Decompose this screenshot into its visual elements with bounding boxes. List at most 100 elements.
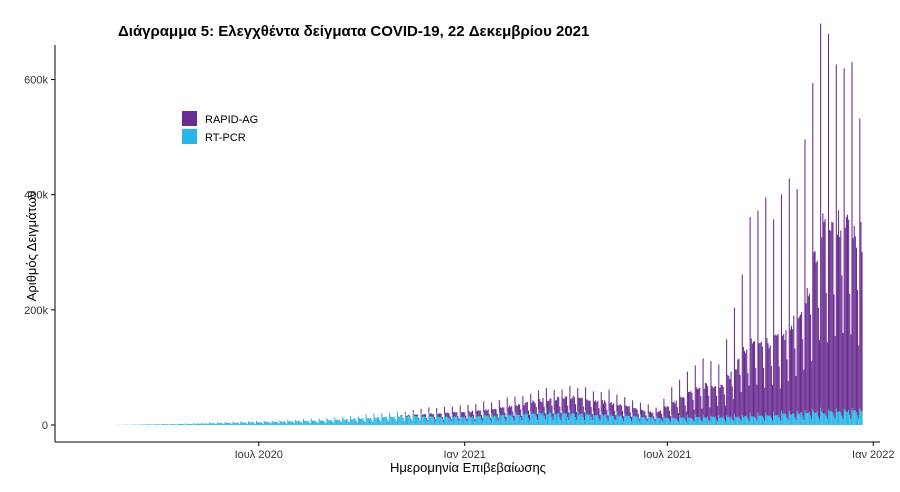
bar-rapid-ag (610, 403, 611, 416)
bar-rapid-ag (626, 406, 627, 415)
bar-rt-pcr (780, 421, 781, 425)
bar-rt-pcr (557, 413, 558, 425)
bar-rt-pcr (826, 416, 827, 425)
bar-rapid-ag (710, 361, 711, 416)
bar-rapid-ag (855, 236, 856, 410)
bar-rt-pcr (195, 424, 196, 425)
bar-rapid-ag (703, 358, 704, 414)
bar-rt-pcr (329, 420, 330, 425)
bar-rapid-ag (501, 408, 502, 416)
bar-rt-pcr (393, 417, 394, 425)
bar-rt-pcr (384, 417, 385, 425)
bar-rapid-ag (466, 419, 467, 422)
bar-rt-pcr (147, 424, 148, 425)
bar-rt-pcr (860, 411, 861, 425)
bar-rt-pcr (408, 416, 409, 425)
bar-rt-pcr (279, 420, 280, 425)
bar-rapid-ag (547, 401, 548, 414)
bar-rapid-ag (420, 409, 421, 413)
bar-rt-pcr (844, 409, 845, 425)
bar-rt-pcr (315, 421, 316, 425)
bar-rt-pcr (593, 411, 594, 425)
bar-rt-pcr (726, 415, 727, 425)
bar-rt-pcr (862, 411, 863, 425)
bar-rt-pcr (813, 412, 814, 425)
bar-rapid-ag (462, 412, 463, 417)
bar-rt-pcr (582, 413, 583, 425)
bar-rapid-ag (807, 288, 808, 413)
bar-rt-pcr (624, 413, 625, 425)
bar-rt-pcr (481, 419, 482, 425)
bar-rt-pcr (772, 420, 773, 425)
bar-rapid-ag (532, 400, 533, 413)
bar-rapid-ag (691, 393, 692, 419)
bar-rt-pcr (845, 410, 846, 425)
bar-rt-pcr (420, 413, 421, 425)
bar-rapid-ag (407, 416, 408, 417)
bar-rapid-ag (480, 411, 481, 416)
bar-rt-pcr (281, 422, 282, 425)
bar-rapid-ag (848, 220, 849, 411)
bar-rapid-ag (707, 386, 708, 417)
bar-rt-pcr (639, 422, 640, 425)
bar-rt-pcr (659, 418, 660, 425)
bar-rt-pcr (190, 424, 191, 425)
bar-rapid-ag (431, 413, 432, 416)
bar-rt-pcr (613, 416, 614, 425)
bar-rt-pcr (559, 417, 560, 425)
bar-rt-pcr (344, 420, 345, 425)
bar-rapid-ag (791, 326, 792, 415)
bar-rt-pcr (794, 417, 795, 425)
bar-rt-pcr (377, 417, 378, 425)
bar-rt-pcr (701, 422, 702, 425)
bar-rt-pcr (513, 420, 514, 425)
bar-rt-pcr (199, 424, 200, 425)
bar-rt-pcr (210, 423, 211, 425)
bar-rapid-ag (850, 335, 851, 419)
bar-rt-pcr (548, 414, 549, 425)
bar-rt-pcr (324, 422, 325, 425)
bar-rt-pcr (295, 420, 296, 425)
bar-rapid-ag (715, 386, 716, 417)
bar-rt-pcr (338, 420, 339, 425)
bar-rt-pcr (370, 418, 371, 425)
bar-rapid-ag (667, 406, 668, 418)
bar-rapid-ag (700, 396, 701, 420)
bar-rt-pcr (621, 416, 622, 425)
bar-rapid-ag (838, 210, 839, 411)
bar-rapid-ag (793, 316, 794, 414)
bar-rapid-ag (612, 405, 613, 416)
bar-rt-pcr (305, 421, 306, 425)
bar-rapid-ag (654, 419, 655, 421)
bar-rapid-ag (518, 404, 519, 415)
bar-rt-pcr (585, 410, 586, 425)
bar-rt-pcr (425, 417, 426, 425)
bar-rt-pcr (415, 416, 416, 425)
bar-rt-pcr (436, 413, 437, 425)
bar-rapid-ag (622, 411, 623, 418)
bar-rt-pcr (333, 423, 334, 425)
bar-rapid-ag (563, 398, 564, 414)
bar-rapid-ag (489, 414, 490, 418)
bar-rapid-ag (632, 400, 633, 412)
bar-rt-pcr (614, 419, 615, 425)
bar-rapid-ag (457, 416, 458, 419)
bar-rt-pcr (235, 423, 236, 425)
bar-rt-pcr (598, 418, 599, 425)
bar-rapid-ag (770, 345, 771, 415)
bar-rapid-ag (475, 404, 476, 414)
bar-rt-pcr (215, 424, 216, 425)
bar-rt-pcr (326, 418, 327, 425)
bar-rapid-ag (728, 376, 729, 417)
bar-rt-pcr (146, 424, 147, 425)
bar-rapid-ag (592, 414, 593, 420)
bar-rapid-ag (818, 308, 819, 417)
bar-rapid-ag (843, 333, 844, 419)
bar-rapid-ag (611, 402, 612, 414)
bar-rapid-ag (695, 365, 696, 414)
bar-rt-pcr (244, 422, 245, 425)
bar-rt-pcr (549, 412, 550, 425)
bar-rt-pcr (455, 417, 456, 425)
bar-rt-pcr (444, 414, 445, 425)
bar-rt-pcr (670, 422, 671, 425)
